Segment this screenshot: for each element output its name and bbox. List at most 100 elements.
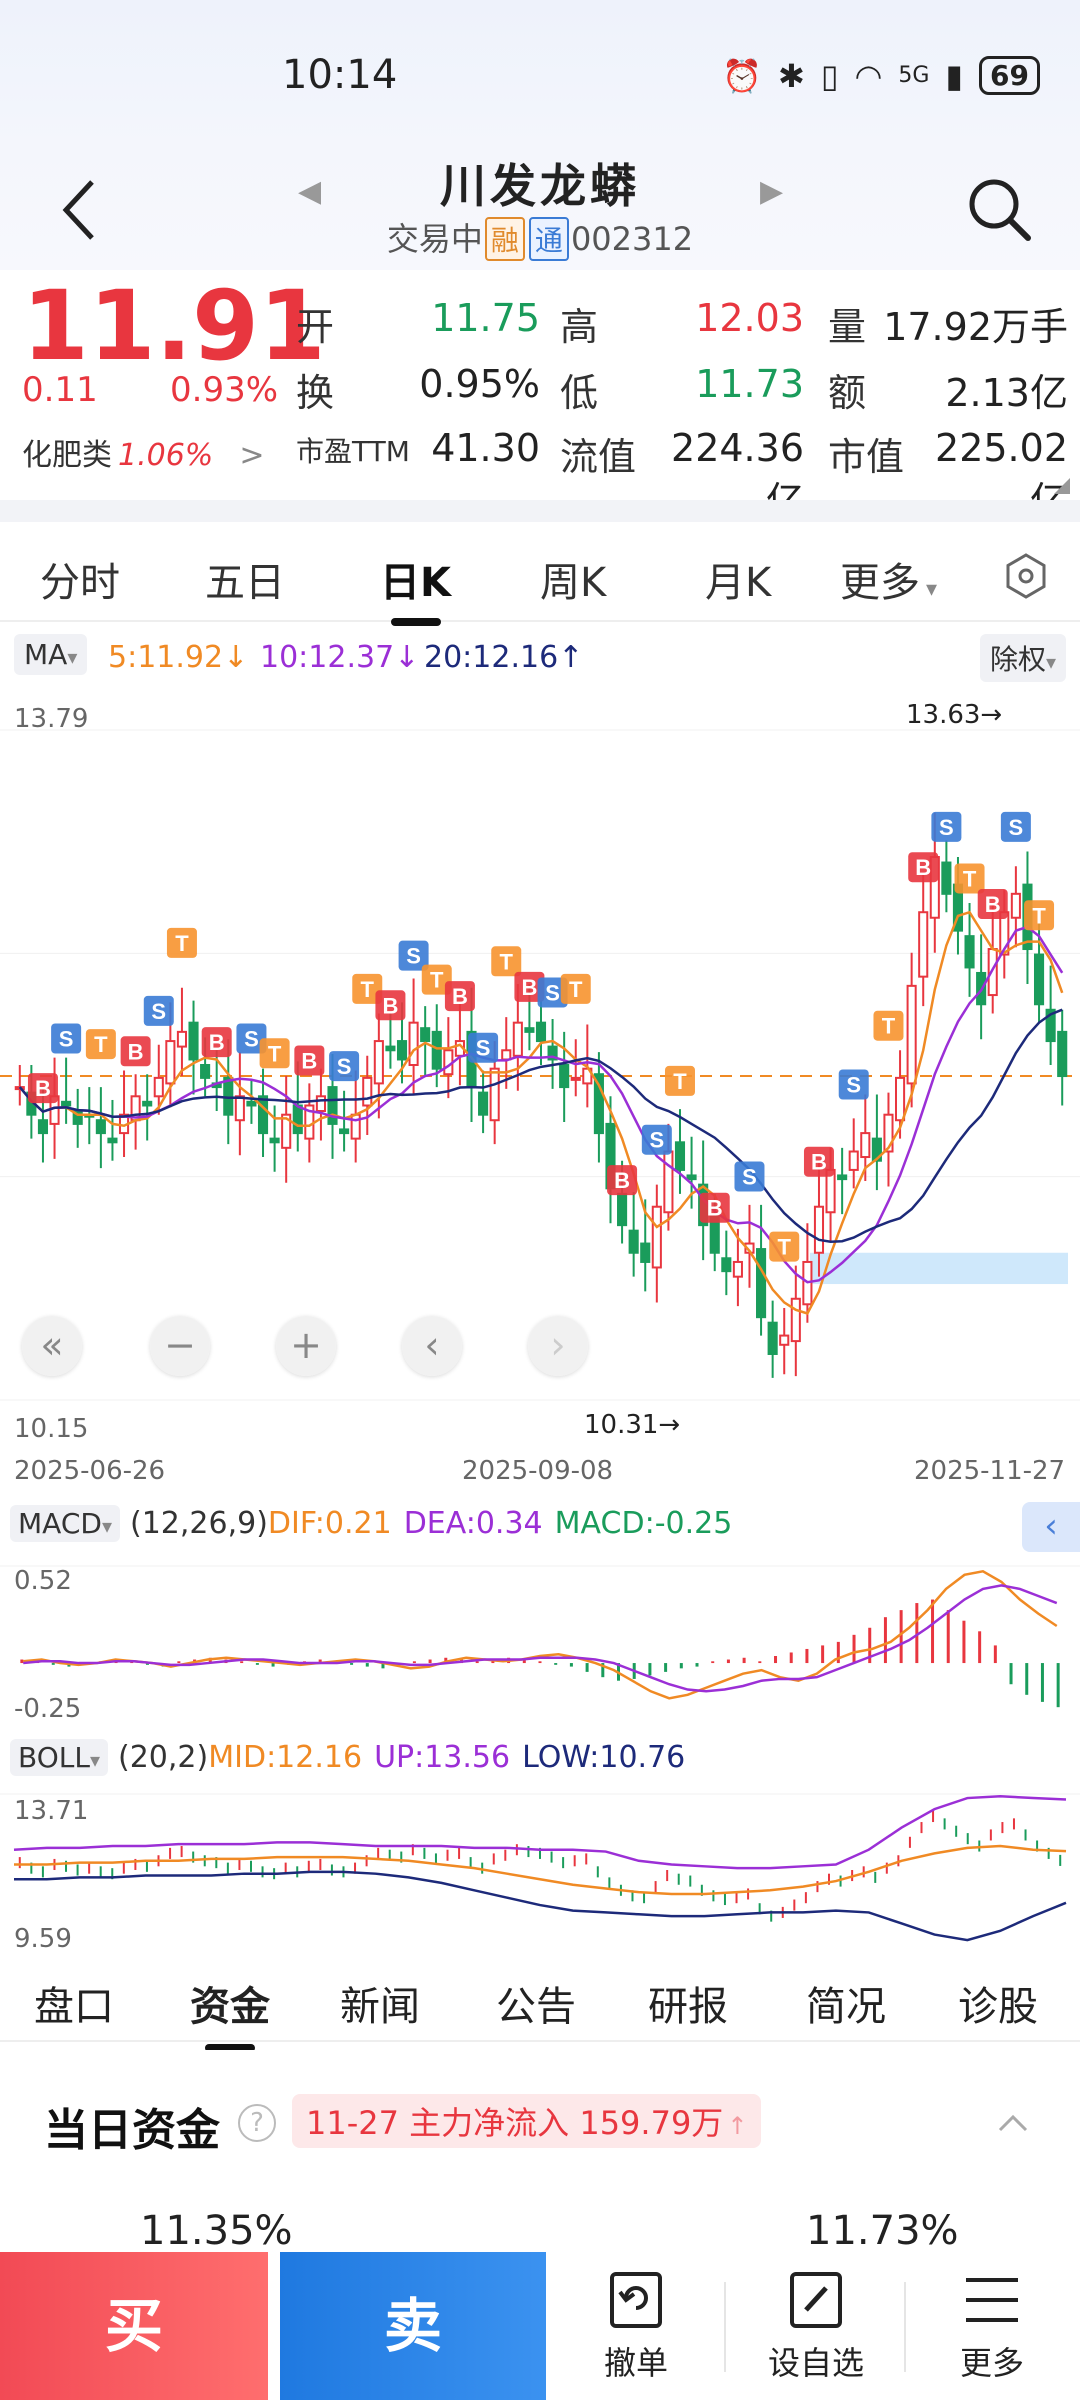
tab-order-book[interactable]: 盘口 xyxy=(34,1984,114,2030)
cancel-order-button[interactable]: 撤单 xyxy=(556,2268,716,2384)
tab-profile[interactable]: 简况 xyxy=(806,1984,886,2030)
mkt-cap-label: 市值 xyxy=(828,435,905,479)
ma-selector[interactable]: MA▾ xyxy=(14,634,88,675)
candle-body xyxy=(617,1192,628,1227)
sector-link[interactable]: 化肥类 1.06% > xyxy=(22,430,264,474)
collapse-panel-button[interactable]: ‹ xyxy=(1022,1502,1080,1552)
tab-funds[interactable]: 资金 xyxy=(190,1974,270,2032)
tab-more[interactable]: 更多 ▾ xyxy=(840,550,937,608)
low-value: 11.73 xyxy=(695,362,804,406)
boll-chart[interactable] xyxy=(0,1786,1080,1954)
candle-body xyxy=(1045,1008,1056,1043)
pe-value: 41.30 xyxy=(431,426,540,470)
pan-right-button[interactable]: › xyxy=(528,1316,588,1376)
macd-dea: DEA:0.34 xyxy=(403,1506,543,1541)
ma5-line xyxy=(18,910,1064,1315)
chevron-right-icon: > xyxy=(239,438,265,473)
min-marker: 10.31→ xyxy=(584,1410,681,1440)
divider xyxy=(724,2282,726,2372)
expand-corner-icon[interactable] xyxy=(1054,478,1070,494)
candle-body xyxy=(1010,892,1021,919)
candle-body xyxy=(489,1067,500,1122)
tab-monthly-k[interactable]: 月K xyxy=(705,560,772,606)
rewind-button[interactable]: « xyxy=(22,1316,82,1376)
trade-marker-label: T xyxy=(1032,903,1046,928)
chevron-up-icon[interactable] xyxy=(996,2106,1030,2140)
next-stock-icon[interactable]: ▶ xyxy=(760,174,784,209)
high-value: 12.03 xyxy=(695,296,804,340)
candle-body xyxy=(883,1113,894,1153)
back-icon[interactable] xyxy=(52,170,112,250)
high-label: 高 xyxy=(560,305,599,349)
tab-announcements[interactable]: 公告 xyxy=(496,1984,576,2030)
candle-body xyxy=(37,1119,49,1135)
divider xyxy=(904,2282,906,2372)
trade-marker-label: T xyxy=(673,1069,687,1094)
trade-marker-label: T xyxy=(963,866,977,891)
boll-params: (20,2) xyxy=(118,1740,209,1775)
tab-weekly-k[interactable]: 周K xyxy=(540,560,607,606)
trade-marker-label: S xyxy=(476,1036,491,1061)
add-watchlist-button[interactable]: 设自选 xyxy=(736,2268,896,2384)
trade-marker-label: T xyxy=(778,1235,792,1260)
trade-marker xyxy=(514,971,545,1002)
tab-diagnosis[interactable]: 诊股 xyxy=(958,1984,1038,2030)
candle-body xyxy=(813,1205,825,1254)
trade-marker xyxy=(329,1051,360,1082)
trade-marker xyxy=(560,973,591,1004)
tab-five-day[interactable]: 五日 xyxy=(205,560,285,606)
trade-marker-label: B xyxy=(521,975,537,1000)
caret-down-icon: ▾ xyxy=(67,645,78,669)
y-max-label: 13.79 xyxy=(14,704,89,734)
ma5-value: 5:11.92↓ xyxy=(108,640,248,675)
pe-label: 市盈TTM xyxy=(296,435,410,468)
trade-marker xyxy=(51,1023,82,1054)
trade-marker-label: T xyxy=(361,977,375,1002)
trade-marker xyxy=(803,1146,834,1177)
search-icon[interactable] xyxy=(960,170,1040,250)
alarm-icon: ⏰ xyxy=(722,56,763,95)
help-icon[interactable]: ? xyxy=(238,2104,276,2142)
fund-left-pct: 11.35% xyxy=(140,2208,293,2254)
pan-left-button[interactable]: ‹ xyxy=(402,1316,462,1376)
x-tick-end: 2025-11-27 xyxy=(914,1456,1066,1486)
period-tabs: 分时 五日 日K 周K 月K 更多 ▾ xyxy=(0,522,1080,622)
trade-marker xyxy=(468,1032,499,1063)
candle-body xyxy=(339,1128,350,1135)
status-icons: ⏰ ✱ ▯ ◠ 5G ▮ 69 xyxy=(722,56,1040,95)
boll-header: BOLL▾ (20,2)MID:12.16 UP:13.56 LOW:10.76 xyxy=(10,1739,685,1776)
more-button[interactable]: 更多 xyxy=(912,2268,1072,2384)
tab-news[interactable]: 新闻 xyxy=(340,1984,420,2030)
macd-header: MACD▾ (12,26,9)DIF:0.21 DEA:0.34 MACD:-0.25 xyxy=(10,1505,732,1542)
macd-selector[interactable]: MACD▾ xyxy=(10,1505,120,1542)
zoom-in-button[interactable]: + xyxy=(276,1316,336,1376)
adjust-selector[interactable]: 除权▾ xyxy=(979,634,1066,682)
candle-body xyxy=(767,1321,778,1355)
candle-body xyxy=(234,1095,245,1122)
tab-research[interactable]: 研报 xyxy=(648,1984,728,2030)
boll-selector[interactable]: BOLL▾ xyxy=(10,1739,109,1776)
zoom-out-button[interactable]: − xyxy=(150,1316,210,1376)
price-change-pct: 0.93% xyxy=(170,370,279,410)
macd-params: (12,26,9) xyxy=(129,1506,268,1541)
trade-marker-label: S xyxy=(1009,815,1024,840)
trade-marker-label: B xyxy=(985,892,1001,917)
trade-marker-label: B xyxy=(811,1150,827,1175)
candle-body xyxy=(281,1113,292,1149)
prev-stock-icon[interactable]: ◀ xyxy=(298,174,322,209)
caret-down-icon: ▾ xyxy=(926,577,938,602)
boll-title: BOLL xyxy=(18,1741,90,1774)
settings-hexagon-icon[interactable] xyxy=(1002,552,1050,600)
y-min-label: 10.15 xyxy=(14,1414,89,1444)
buy-button[interactable]: 买 xyxy=(0,2252,268,2400)
tab-daily-k[interactable]: 日K xyxy=(380,550,451,608)
candle-body xyxy=(269,1137,280,1144)
trade-marker xyxy=(607,1165,638,1196)
candle-body xyxy=(501,1049,512,1061)
nav-bar: ◀ ▶ 川发龙蟒 交易中融通 002312 xyxy=(0,140,1080,270)
trade-marker-label: B xyxy=(707,1196,723,1221)
tab-intraday[interactable]: 分时 xyxy=(40,560,120,606)
sell-button[interactable]: 卖 xyxy=(280,2252,546,2400)
macd-chart[interactable] xyxy=(0,1556,1080,1726)
